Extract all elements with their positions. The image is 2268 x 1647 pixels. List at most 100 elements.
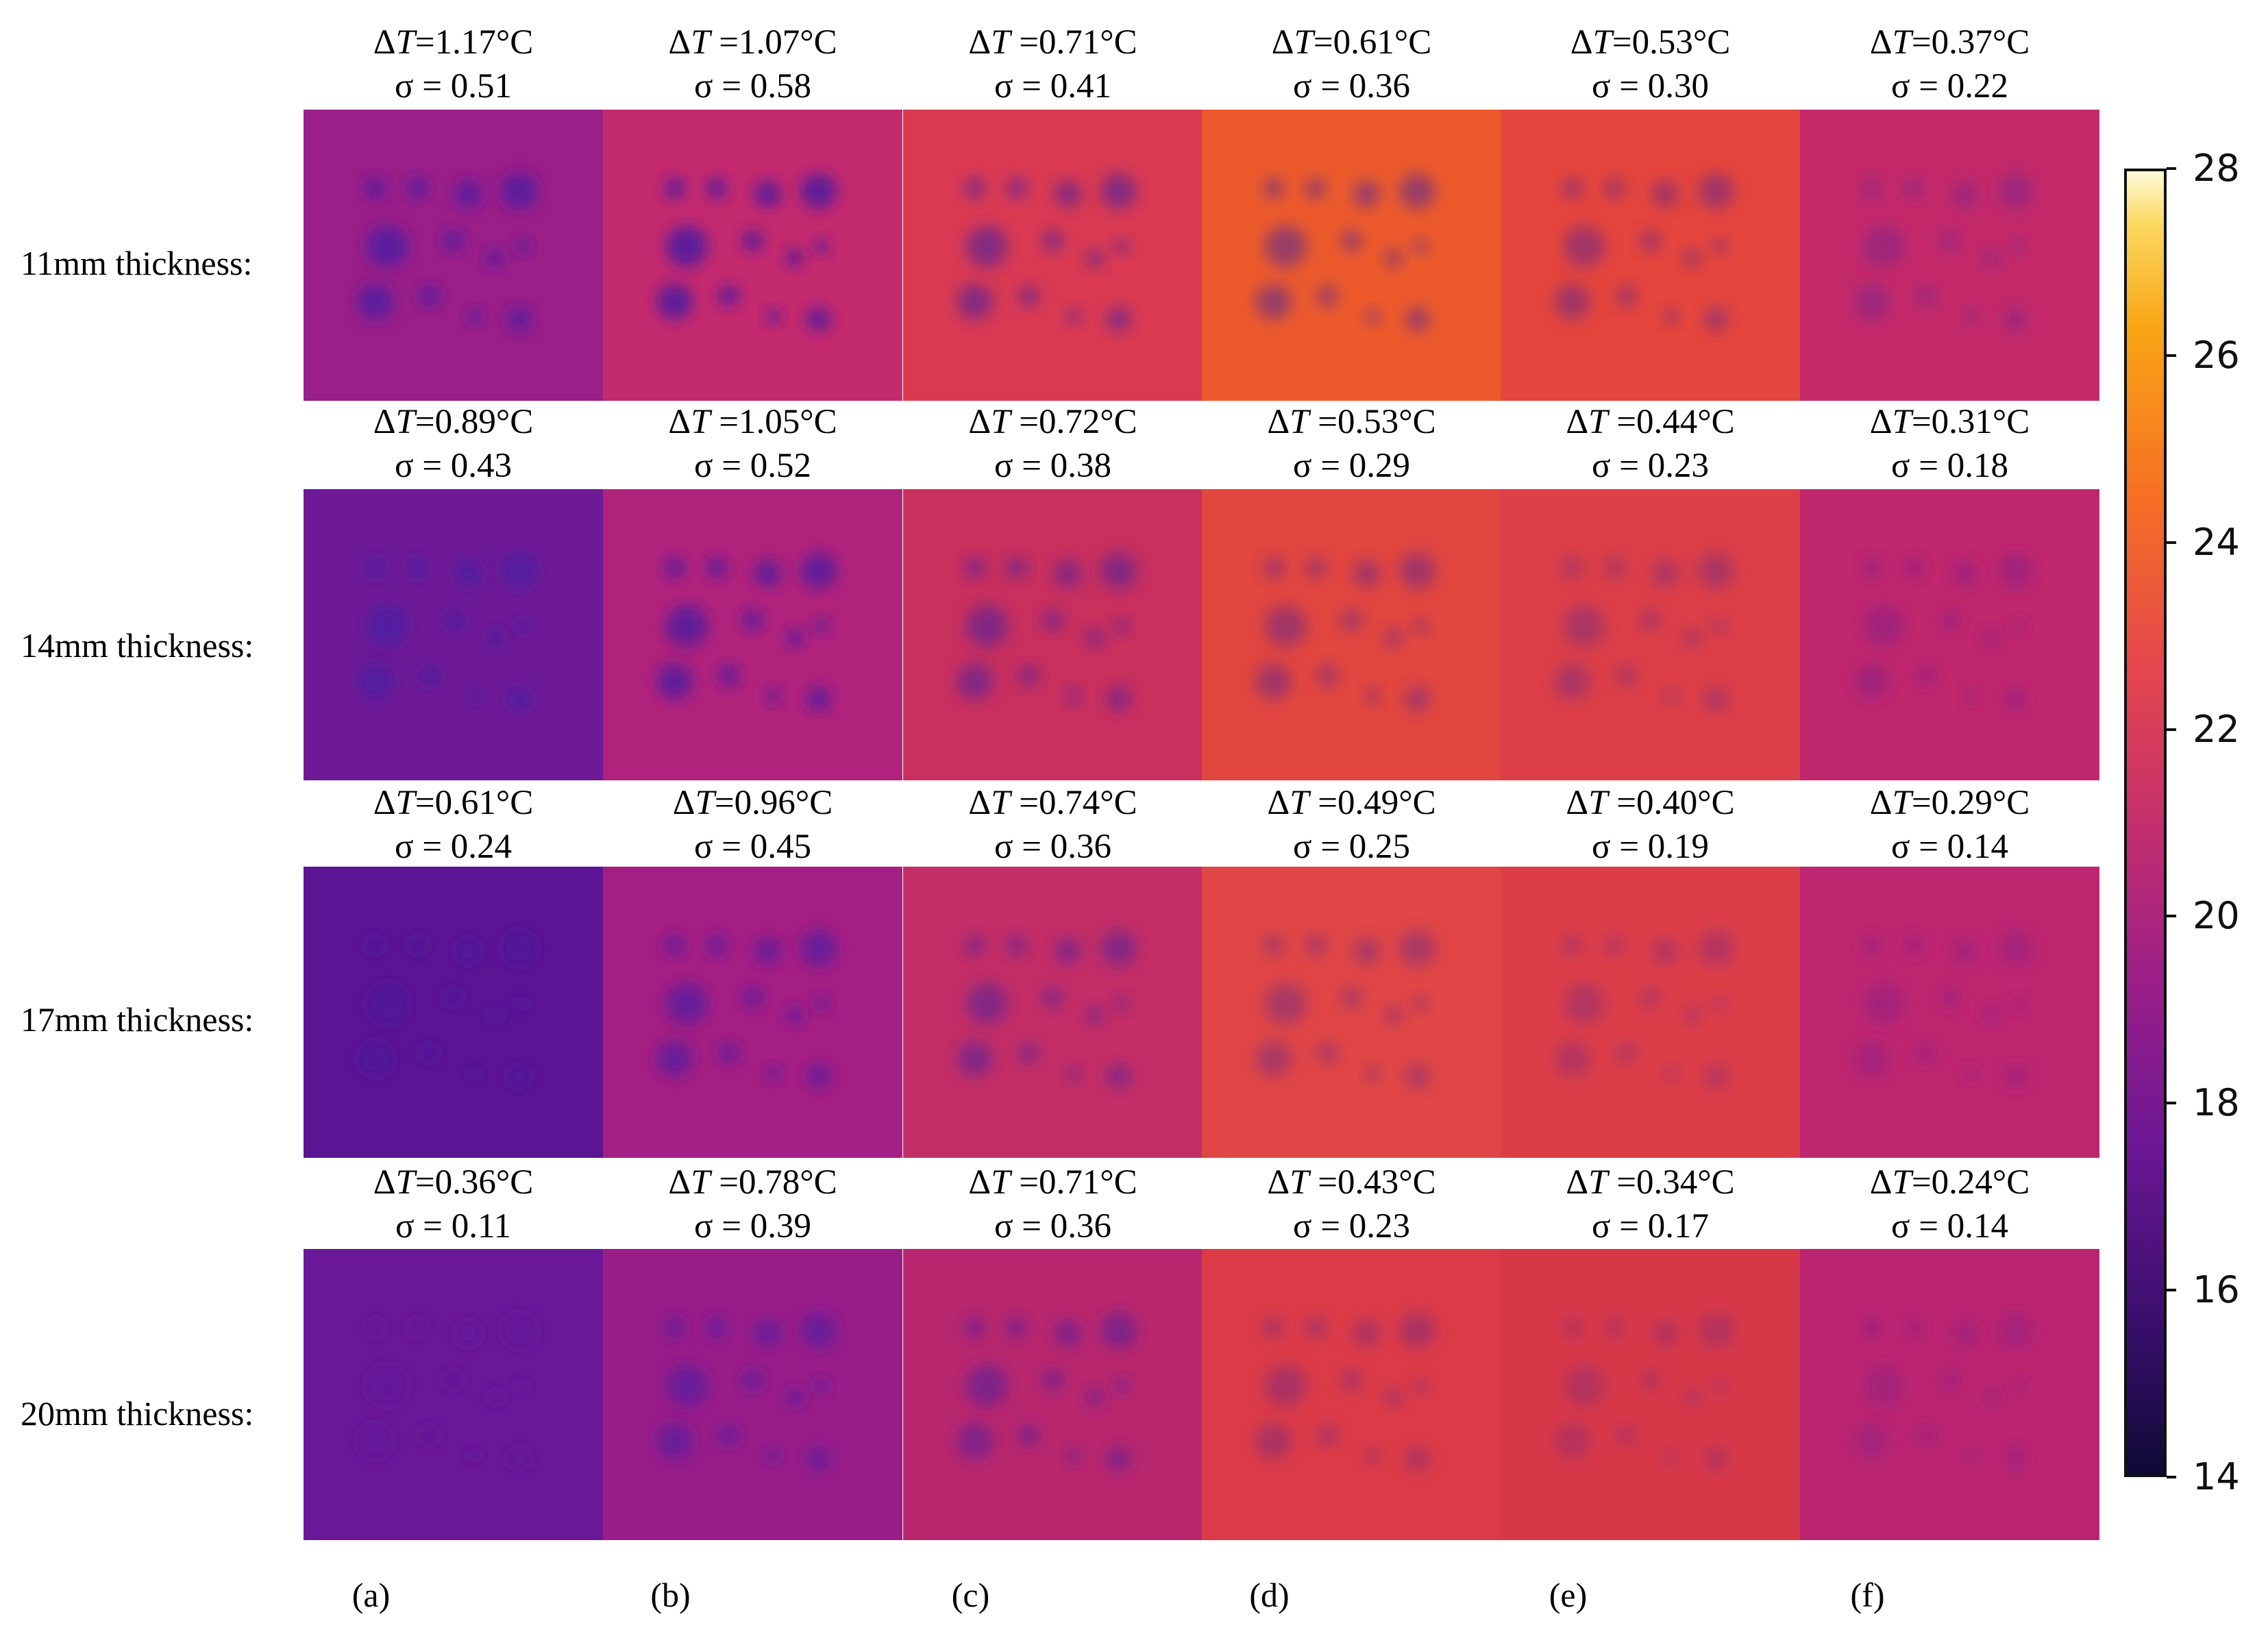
thermal-map [304, 110, 603, 401]
sigma-value: σ = 0.38 [994, 447, 1111, 485]
defect-spot [742, 230, 763, 251]
delta-t-line: ΔT =1.05°C [609, 400, 897, 444]
delta-t-value: =0.49°C [1309, 784, 1436, 822]
defect-spot [1054, 1320, 1082, 1347]
defect-spot [1100, 1312, 1137, 1349]
defect-spot [1951, 937, 1979, 965]
thermal-image [1202, 110, 1501, 401]
delta-symbol: Δ [1869, 1163, 1893, 1202]
delta-t-value: =0.74°C [1010, 784, 1137, 822]
defect-spot [1006, 557, 1028, 579]
sigma-value: σ = 0.41 [994, 67, 1111, 106]
sigma-value: σ = 0.14 [1890, 828, 2008, 866]
defect-spot [486, 249, 504, 267]
defect-spot [1640, 987, 1661, 1008]
defect-spot [1365, 1448, 1381, 1463]
cell-caption: ΔT =0.78°C σ = 0.39 [609, 1161, 897, 1248]
sigma-value: σ = 0.17 [1591, 1207, 1709, 1246]
colorbar-tick-label: 16 [2193, 1268, 2240, 1312]
defect-spot [800, 1312, 837, 1349]
cell-caption: ΔT =0.49°C σ = 0.25 [1208, 781, 1496, 869]
defect-spot [1903, 557, 1925, 579]
defect-spot [1085, 628, 1104, 647]
defect-spot [515, 995, 530, 1011]
defect-spot [406, 1317, 428, 1339]
defect-spot [1085, 1388, 1104, 1407]
defect-spot [1006, 934, 1028, 956]
defect-spot [467, 688, 482, 704]
cell-caption: ΔT=0.96°C σ = 0.45 [609, 781, 897, 869]
defect-spot [2004, 1446, 2028, 1471]
defect-spot [1951, 560, 1979, 587]
defect-spot [1054, 180, 1082, 208]
tile-background [304, 867, 603, 1158]
defect-spot [1915, 1424, 1936, 1446]
defect-spot [454, 180, 482, 208]
row-label-1: 11mm thickness: [21, 244, 253, 282]
defect-spot [406, 934, 428, 956]
tile-background [1501, 489, 1800, 780]
temperature-symbol: T [1588, 784, 1608, 822]
defect-spot [1704, 307, 1729, 332]
delta-t-line: ΔT =1.07°C [609, 21, 897, 64]
tile-background [1202, 1249, 1501, 1540]
defect-spot [1405, 1446, 1430, 1471]
delta-symbol: Δ [1566, 784, 1589, 822]
cell-caption: ΔT =0.43°C σ = 0.23 [1208, 1161, 1496, 1248]
defect-spot [443, 1369, 464, 1391]
delta-t-line: ΔT =0.78°C [609, 1161, 897, 1204]
defect-spot [1640, 609, 1661, 631]
defect-spot [718, 1042, 739, 1064]
defect-spot [443, 230, 464, 251]
defect-spot [1563, 225, 1605, 268]
defect-spot [965, 605, 1008, 647]
delta-t-value: =0.78°C [710, 1163, 837, 1202]
thermal-map [603, 110, 902, 401]
defect-spot [1698, 1312, 1734, 1349]
tile-background [1800, 867, 2099, 1158]
defect-spot [1554, 1423, 1591, 1459]
colorbar-tick [2167, 1289, 2176, 1292]
defect-spot [1704, 686, 1729, 711]
tile-background [1800, 1249, 2099, 1540]
delta-t-value: =0.53°C [1612, 23, 1731, 62]
sigma-value: σ = 0.45 [693, 828, 811, 866]
defect-spot [766, 688, 782, 704]
defect-spot [419, 1042, 440, 1064]
defect-spot [1114, 618, 1129, 634]
thermal-map [304, 1249, 603, 1540]
defect-spot [1399, 1312, 1435, 1349]
defect-spot [501, 552, 537, 589]
defect-spot [964, 934, 986, 956]
defect-spot [957, 284, 994, 320]
defect-spot [1264, 982, 1307, 1025]
colorbar-tick-label: 18 [2193, 1081, 2240, 1125]
defect-spot [1042, 609, 1063, 631]
sigma-value: σ = 0.36 [994, 1207, 1111, 1246]
defect-spot [814, 238, 829, 254]
defect-spot [1365, 1065, 1381, 1081]
tile-background [1800, 110, 2099, 401]
delta-t-value: =0.89°C [415, 403, 534, 441]
defect-spot [366, 225, 408, 268]
delta-t-line: ΔT=0.31°C [1806, 400, 2094, 444]
defect-spot [1915, 665, 1936, 686]
delta-t-line: ΔT =0.44°C [1507, 400, 1795, 444]
defect-spot [742, 609, 763, 631]
thermal-image [1800, 1249, 2099, 1540]
defect-spot [1413, 1378, 1428, 1394]
colorbar-tick-label: 20 [2193, 894, 2240, 938]
defect-spot [1563, 1365, 1605, 1407]
sigma-value: σ = 0.43 [394, 447, 512, 485]
tile-background [603, 489, 902, 780]
defect-spot [1853, 1423, 1890, 1459]
defect-spot [665, 605, 708, 647]
defect-spot [1405, 686, 1430, 711]
defect-spot [1903, 177, 1925, 199]
defect-spot [357, 663, 394, 699]
defect-spot [1263, 557, 1285, 579]
defect-spot [1862, 982, 1905, 1025]
delta-t-value: =0.31°C [1911, 403, 2030, 441]
defect-spot [656, 1423, 693, 1459]
thermal-map [603, 489, 902, 780]
